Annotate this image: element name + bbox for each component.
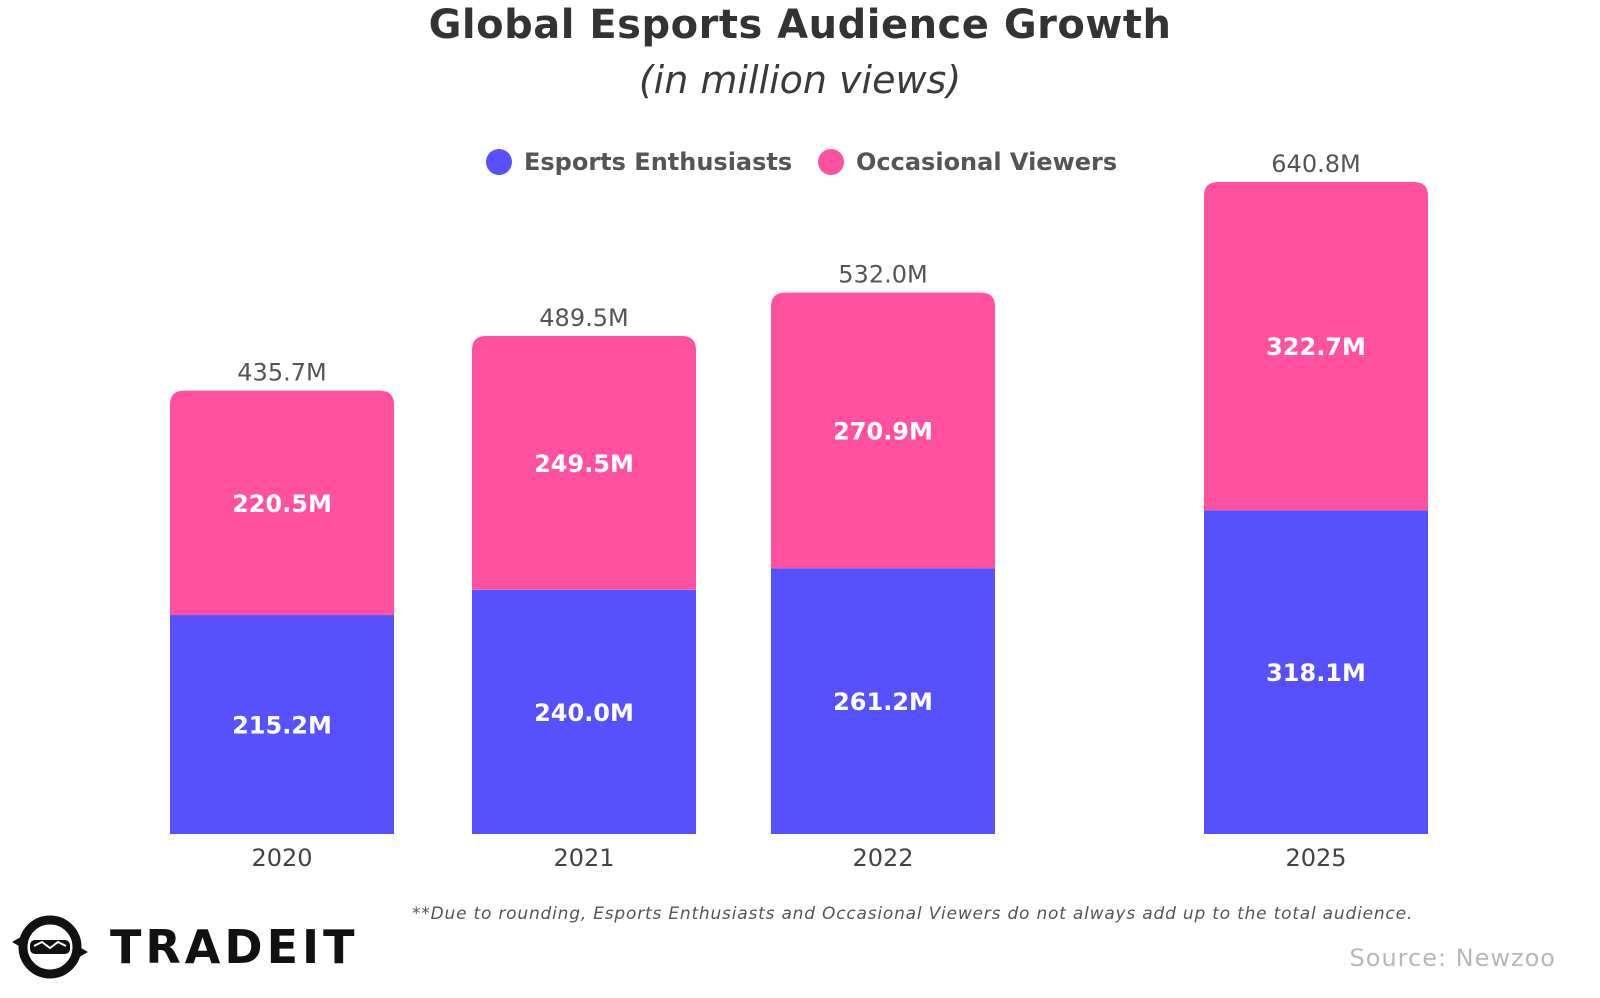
x-tick-label-2021: 2021	[553, 844, 614, 872]
data-label-enthusiasts-2022: 261.2M	[833, 688, 933, 716]
data-label-occasional-2025: 322.7M	[1266, 333, 1366, 361]
bar-enthusiasts-2022	[771, 568, 995, 834]
data-label-occasional-2022: 270.9M	[833, 417, 933, 445]
total-label-2022: 532.0M	[838, 261, 927, 289]
legend-item-occasional-viewers: Occasional Viewers	[818, 148, 1117, 176]
x-tick-label-2025: 2025	[1285, 844, 1346, 872]
bar-occasional-2020	[170, 390, 394, 616]
data-label-enthusiasts-2025: 318.1M	[1266, 659, 1366, 687]
data-label-occasional-2020: 220.5M	[232, 490, 332, 518]
total-label-2025: 640.8M	[1271, 150, 1360, 178]
bar-enthusiasts-2025	[1204, 510, 1428, 834]
total-label-2021: 489.5M	[539, 304, 628, 332]
data-label-enthusiasts-2021: 240.0M	[534, 699, 634, 727]
bar-occasional-2025	[1204, 182, 1428, 511]
legend-label-enthusiasts: Esports Enthusiasts	[524, 148, 793, 176]
brand-name: TRADEIT	[110, 920, 359, 974]
data-label-enthusiasts-2020: 215.2M	[232, 712, 332, 740]
chart-title: Global Esports Audience Growth	[428, 2, 1172, 48]
brand-logo: TRADEIT	[4, 912, 359, 982]
bar-occasional-2022	[771, 292, 995, 569]
x-tick-label-2022: 2022	[852, 844, 913, 872]
legend-swatch-occasional	[818, 149, 844, 175]
legend-item-esports-enthusiasts: Esports Enthusiasts	[486, 148, 792, 176]
handshake-icon	[12, 915, 88, 979]
data-label-occasional-2021: 249.5M	[534, 450, 634, 478]
source-credit: Source: Newzoo	[1349, 944, 1556, 972]
total-label-2020: 435.7M	[237, 359, 326, 387]
chart-subtitle: (in million views)	[638, 58, 962, 102]
x-tick-label-2020: 2020	[251, 844, 312, 872]
chart-footnote: **Due to rounding, Esports Enthusiasts a…	[412, 904, 1414, 924]
bar-enthusiasts-2021	[472, 589, 696, 834]
bar-enthusiasts-2020	[170, 615, 394, 834]
bar-occasional-2021	[472, 335, 696, 590]
legend-label-occasional: Occasional Viewers	[856, 148, 1118, 176]
legend-swatch-enthusiasts	[486, 149, 512, 175]
